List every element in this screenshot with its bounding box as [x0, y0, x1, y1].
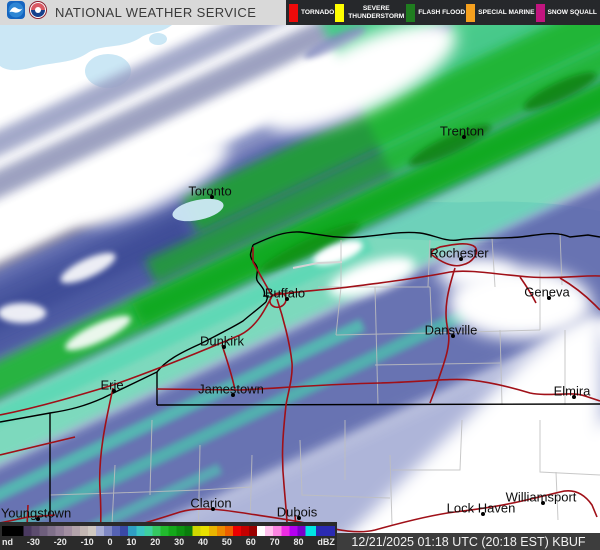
- timestamp-text: 12/21/2025 01:18 UTC (20:18 EST) KBUF: [351, 534, 586, 549]
- colorbar-tick: 70: [269, 537, 280, 547]
- colorbar-tick: -10: [80, 537, 94, 547]
- colorbar-tick: nd: [2, 537, 13, 547]
- legend-label: TORNADO: [301, 8, 335, 16]
- colorbar-tick: -30: [26, 537, 40, 547]
- app-title: NATIONAL WEATHER SERVICE: [55, 5, 257, 20]
- brand: NATIONAL WEATHER SERVICE: [0, 1, 256, 24]
- legend-item-tornado: TORNADO: [289, 3, 335, 22]
- legend-item-special-marine: SPECIAL MARINE: [466, 3, 535, 22]
- colorbar-tick-labels: nd -30 -20 -10 0 10 20 30 40 50 60 70 80 dBZ: [2, 537, 335, 547]
- colorbar-tick: 30: [174, 537, 185, 547]
- nws-logo-icon: [7, 1, 25, 24]
- colorbar-tick: 60: [245, 537, 256, 547]
- legend-label: SEVERE THUNDERSTORM: [348, 4, 405, 20]
- colorbar-tick: 20: [150, 537, 161, 547]
- colorbar-tick: 10: [126, 537, 137, 547]
- county-lines-layer: [49, 232, 600, 548]
- colorbar-tick: 0: [107, 537, 113, 547]
- legend-label: SNOW SQUALL: [547, 8, 597, 16]
- canal-line: [292, 261, 343, 269]
- warning-legend: TORNADO SEVERE THUNDERSTORM FLASH FLOOD SPE…: [286, 0, 600, 25]
- noaa-doc-logo-icon: [29, 1, 47, 24]
- colorbar-tick: dBZ: [317, 537, 335, 547]
- legend-swatch: [289, 3, 299, 22]
- legend-item-flash-flood: FLASH FLOOD: [406, 3, 466, 22]
- reflectivity-colorbar: [2, 526, 335, 536]
- legend-swatch: [406, 3, 416, 22]
- legend-swatch: [335, 3, 345, 22]
- clear-areas-layer: [0, 25, 600, 550]
- legend-label: SPECIAL MARINE: [478, 8, 535, 16]
- colorbar-tick: 40: [197, 537, 208, 547]
- borders-layer: [0, 231, 600, 550]
- colorbar-tick: -20: [53, 537, 67, 547]
- colorbar-tick: 50: [221, 537, 232, 547]
- timestamp-bar: 12/21/2025 01:18 UTC (20:18 EST) KBUF: [337, 533, 600, 550]
- lake-ontario-sliver: [172, 198, 224, 222]
- radar-imagery: [0, 25, 600, 550]
- legend-item-severe-thunderstorm: SEVERE THUNDERSTORM: [335, 3, 405, 22]
- legend-item-snow-squall: SNOW SQUALL: [535, 3, 597, 22]
- radar-map[interactable]: Toronto Trenton Rochester Geneva Buffalo Dans…: [0, 25, 600, 550]
- legend-swatch: [535, 3, 545, 22]
- colorbar-tick: 80: [293, 537, 304, 547]
- legend-label: FLASH FLOOD: [418, 8, 466, 16]
- legend-swatch: [466, 3, 476, 22]
- reflectivity-scale-bar: nd -30 -20 -10 0 10 20 30 40 50 60 70 80 dBZ: [0, 522, 337, 550]
- echo-cores-layer: [260, 25, 597, 272]
- header-bar: NATIONAL WEATHER SERVICE TORNADO SEVERE T…: [0, 0, 600, 25]
